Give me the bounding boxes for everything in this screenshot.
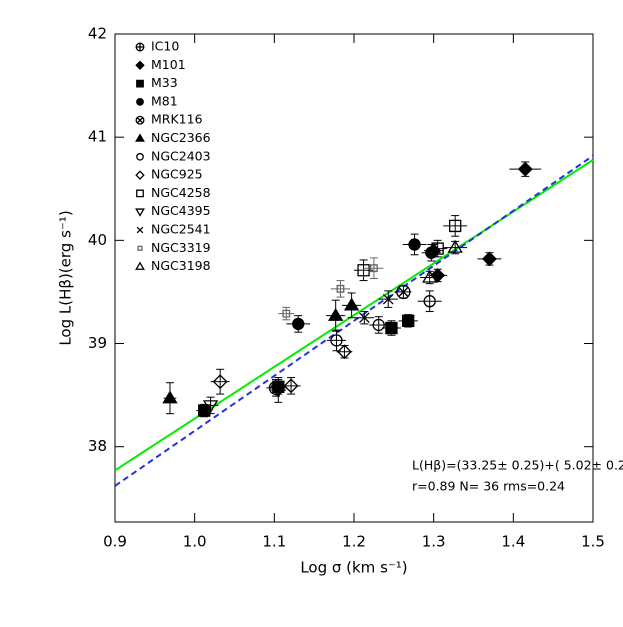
legend-label: NGC2366 [151, 130, 211, 145]
point [396, 284, 411, 300]
point [372, 318, 385, 332]
point [343, 297, 360, 311]
point [370, 264, 378, 273]
point [357, 264, 370, 277]
x-tick-label: 0.9 [103, 533, 127, 551]
legend-label: NGC2403 [151, 148, 211, 163]
point [282, 309, 291, 318]
point [447, 239, 463, 253]
legend-label: NGC4395 [151, 203, 211, 218]
point [337, 344, 352, 360]
y-tick-label: 39 [88, 334, 107, 352]
legend-label: IC10 [151, 39, 179, 54]
point [401, 314, 415, 327]
legend-label: NGC2541 [151, 222, 211, 237]
legend-label: NGC3198 [151, 258, 211, 273]
legend-marker [136, 189, 144, 198]
plot-frame [114, 33, 594, 523]
point [283, 378, 299, 394]
point [425, 246, 438, 259]
x-tick-label: 1.0 [183, 533, 207, 551]
legend-marker [135, 60, 145, 71]
x-tick-label: 1.1 [262, 533, 286, 551]
point [449, 219, 462, 233]
y-tick-label: 40 [88, 231, 107, 249]
y-tick-label: 38 [88, 437, 107, 455]
point [330, 334, 343, 347]
point [336, 284, 345, 293]
x-tick-label: 1.2 [342, 533, 366, 551]
point [328, 307, 344, 321]
point [212, 374, 228, 390]
point [422, 269, 438, 283]
legend-marker [135, 261, 145, 270]
x-tick-label: 1.4 [501, 533, 525, 551]
legend-marker [136, 226, 144, 234]
legend-label: M81 [151, 93, 178, 108]
legend-label: NGC4258 [151, 185, 211, 200]
legend-marker [135, 133, 145, 142]
point [430, 268, 446, 283]
point [385, 321, 398, 335]
legend-marker [136, 79, 144, 88]
point [423, 295, 436, 308]
annotation: r=0.89 N= 36 rms=0.24 [412, 479, 565, 494]
legend-label: NGC925 [151, 167, 203, 182]
legend-marker [136, 98, 144, 106]
x-tick-label: 1.3 [422, 533, 446, 551]
y-axis-label: Log L(Hβ)(erg s⁻¹) [57, 210, 75, 345]
x-tick-label: 1.5 [581, 533, 605, 551]
point [482, 251, 497, 267]
point [292, 317, 305, 331]
point [202, 400, 219, 414]
legend-label: NGC3319 [151, 240, 211, 255]
x-axis-label: Log σ (km s⁻¹) [300, 559, 407, 577]
legend-marker [136, 153, 144, 161]
y-tick-label: 41 [88, 128, 107, 146]
legend-label: M33 [151, 75, 178, 90]
legend-label: MRK116 [151, 112, 203, 127]
point [382, 293, 394, 305]
legend-marker [135, 42, 145, 52]
legend-label: M101 [151, 57, 186, 72]
fit-line [114, 154, 594, 487]
point [270, 384, 286, 398]
point [408, 238, 421, 251]
point [162, 390, 178, 404]
legend-marker [137, 245, 143, 251]
point [359, 312, 370, 324]
legend-marker [135, 115, 145, 125]
point [517, 161, 533, 177]
y-tick-label: 42 [88, 25, 107, 43]
legend-marker [135, 208, 145, 217]
legend-marker [135, 170, 145, 180]
point [431, 242, 444, 255]
